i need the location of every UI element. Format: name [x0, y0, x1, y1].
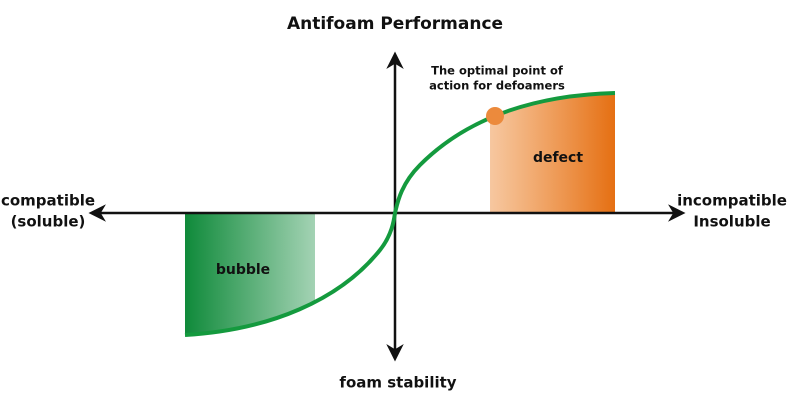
axis-label: compatible: [1, 192, 95, 210]
axis-label: (soluble): [11, 213, 86, 231]
axis-label: Insoluble: [693, 213, 770, 231]
axis-label: foam stability: [339, 374, 456, 392]
region-label: defect: [533, 150, 583, 166]
annotation: action for defoamers: [429, 79, 565, 93]
optimal-point: [486, 107, 504, 125]
axis-label: incompatible: [677, 192, 787, 210]
region-label: bubble: [216, 262, 270, 278]
title: Antifoam Performance: [287, 14, 503, 34]
annotation: The optimal point of: [431, 64, 564, 78]
defect-region: [490, 93, 615, 213]
bubble-region: [185, 213, 315, 335]
